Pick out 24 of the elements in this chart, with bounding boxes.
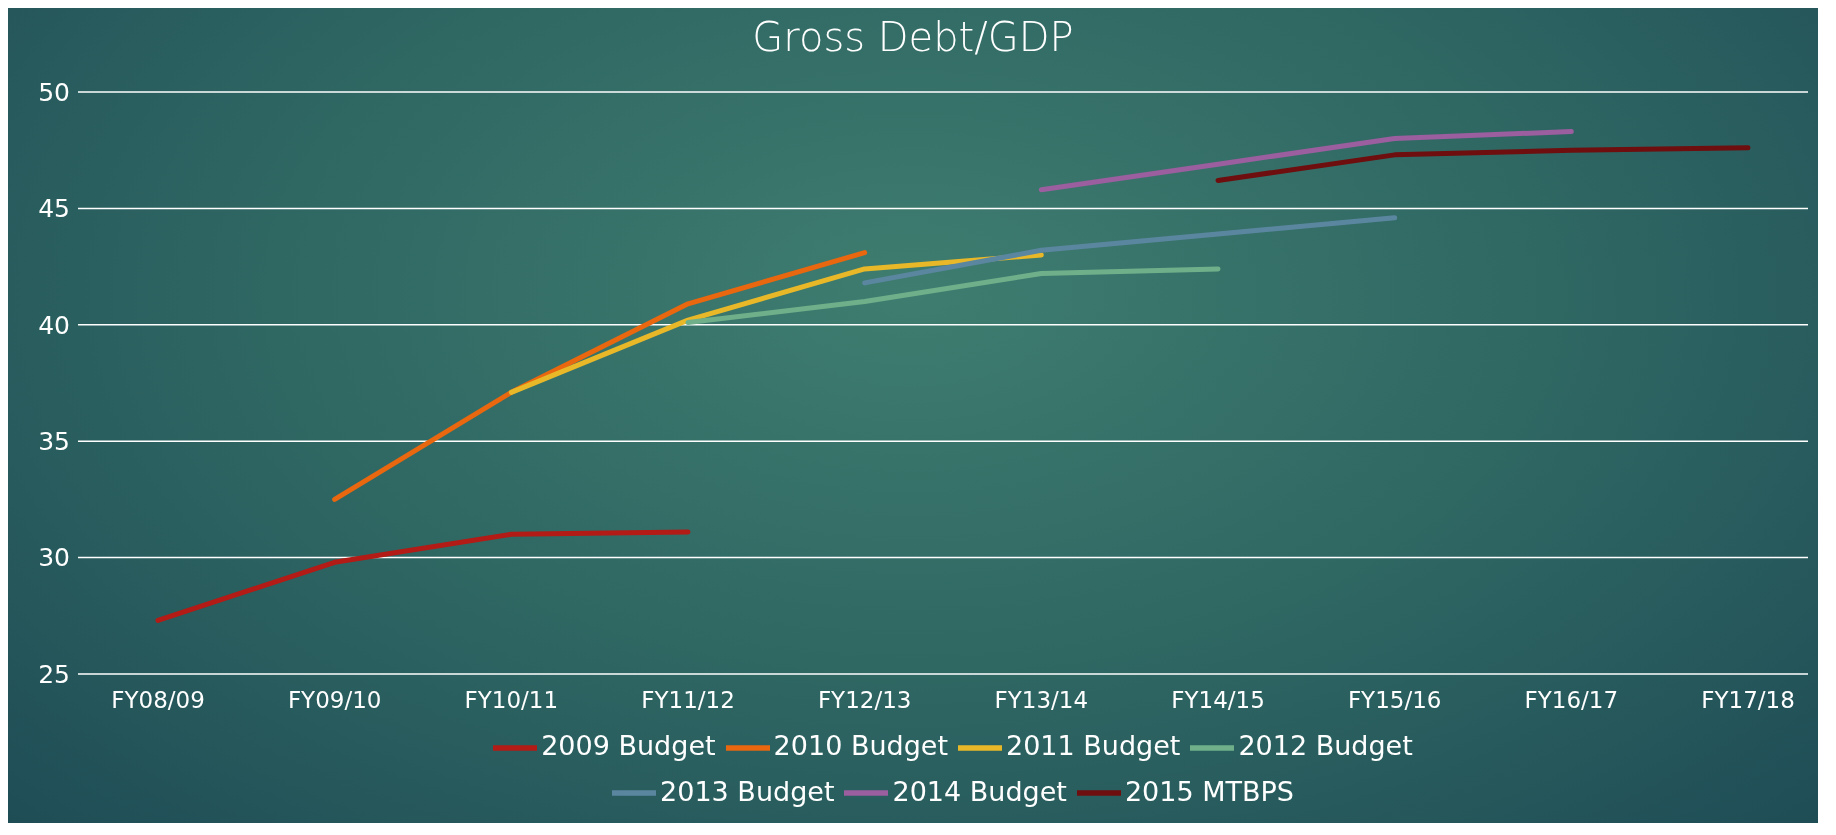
x-tick-label: FY15/16	[1347, 687, 1442, 714]
legend-label: 2015 MTBPS	[1124, 775, 1294, 807]
x-tick-label: FY11/12	[641, 687, 735, 714]
y-tick-label: 45	[38, 194, 70, 224]
x-tick-label: FY14/15	[1171, 687, 1265, 714]
y-tick-label: 50	[38, 77, 70, 107]
legend-label: 2014 Budget	[892, 775, 1067, 807]
legend-label: 2012 Budget	[1238, 730, 1413, 761]
chart-title: Gross Debt/GDP	[751, 13, 1075, 62]
legend-label: 2010 Budget	[773, 730, 948, 761]
x-tick-label: FY12/13	[817, 687, 912, 714]
legend-label: 2009 Budget	[541, 730, 716, 761]
legend-label: 2011 Budget	[1006, 730, 1181, 761]
x-tick-label: FY10/11	[464, 687, 559, 714]
x-tick-label: FY16/17	[1524, 687, 1619, 714]
x-tick-label: FY08/09	[111, 687, 205, 714]
legend-label: 2013 Budget	[660, 775, 835, 807]
x-tick-label: FY17/18	[1701, 687, 1795, 714]
y-tick-label: 35	[38, 427, 70, 457]
y-tick-label: 30	[38, 543, 70, 573]
x-tick-label: FY09/10	[287, 687, 382, 714]
x-tick-label: FY13/14	[994, 687, 1089, 714]
y-tick-label: 40	[38, 310, 70, 340]
y-tick-label: 25	[38, 659, 70, 689]
